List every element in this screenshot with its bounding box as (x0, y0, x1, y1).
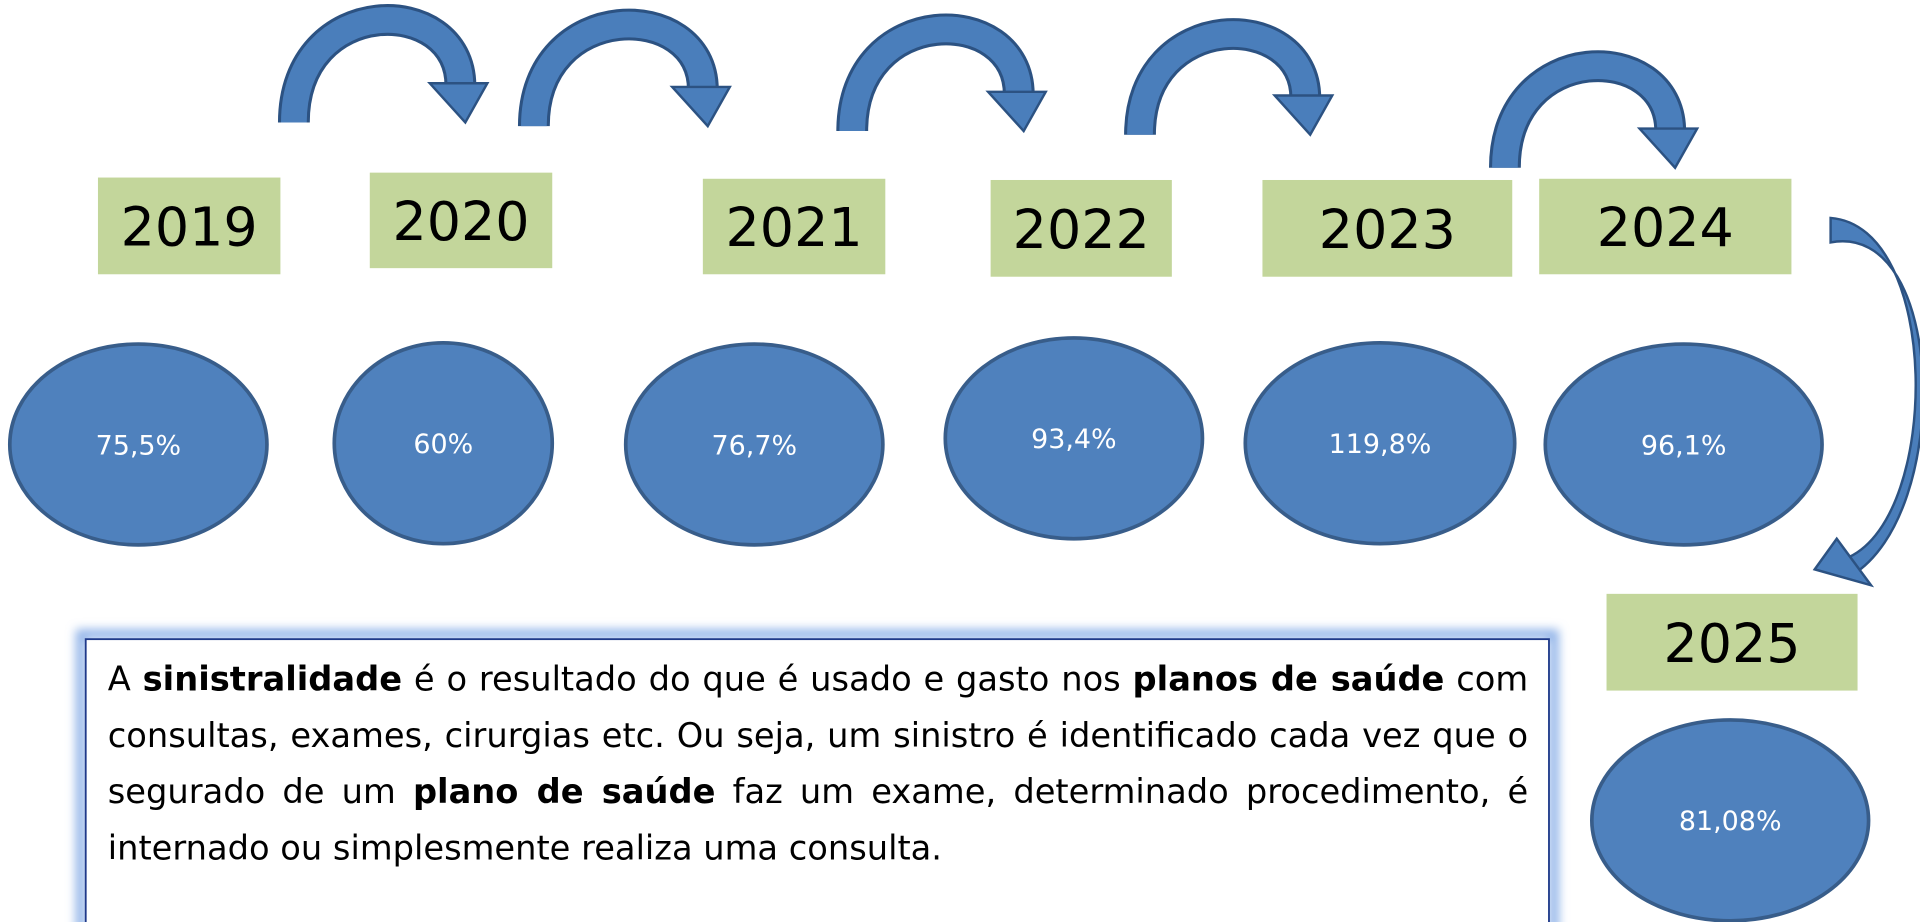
bold-text: sinistralidade (142, 659, 403, 700)
year-box (990, 179, 1172, 277)
arrows (277, 4, 1920, 588)
year-label: 2023 (1319, 198, 1456, 261)
value-ellipse (943, 336, 1205, 541)
arrow-shaft (1127, 21, 1319, 136)
value-ellipse (1543, 342, 1824, 547)
text: faz um exame, determinado procedimento, … (107, 772, 1529, 869)
text: com consultas, exames, cirurgias etc. Ou… (107, 659, 1529, 812)
text-box-glow (75, 629, 1559, 922)
year-box (97, 177, 281, 275)
arrow-head (1271, 94, 1335, 137)
arrow-shaft (521, 11, 716, 127)
value-ellipse (1243, 341, 1517, 546)
bold-text: planos de saúde (1132, 659, 1445, 700)
value-ellipse (332, 341, 555, 546)
value-label: 93,4% (1031, 424, 1117, 455)
arrow-head (427, 82, 490, 125)
text: é o resultado do que é usado e gasto nos (402, 659, 1133, 700)
value-ellipse (623, 342, 885, 547)
value-label: 119,8% (1329, 429, 1432, 460)
value-ellipse (7, 342, 269, 547)
year-label: 2025 (1664, 612, 1801, 675)
year-label: 2019 (121, 196, 258, 259)
year-box (1262, 179, 1513, 277)
year-label: 2022 (1013, 198, 1150, 261)
text-box (84, 638, 1550, 922)
year-box (1539, 178, 1792, 275)
arrow-head (1636, 127, 1700, 170)
year-box (1606, 593, 1858, 691)
bold-text: plano de saúde (412, 772, 716, 812)
paragraph: A sinistralidade é o resultado do que é … (108, 651, 1528, 876)
year-label: 2020 (392, 190, 529, 253)
arrow-head (985, 90, 1048, 134)
arrow-shaft (839, 16, 1032, 132)
value-label: 96,1% (1641, 430, 1727, 461)
arrow-shaft (281, 7, 474, 123)
text: A (107, 659, 143, 700)
arrow-head (1812, 536, 1875, 588)
value-label: 75,5% (96, 430, 182, 461)
arrow-shaft (1829, 216, 1920, 578)
value-label: 60% (413, 429, 473, 460)
year-label: 2021 (726, 196, 863, 259)
nodes: 2019 75,5% 2020 60% 2021 76,7% 2022 93,4% 2023 11… (7, 172, 1871, 922)
value-ellipse (1590, 718, 1871, 922)
value-label: 81,08% (1679, 806, 1782, 837)
arrow-head (669, 85, 732, 129)
value-label: 76,7% (712, 430, 798, 461)
year-box (369, 172, 553, 269)
text-box-content: A sinistralidade é o resultado do que é … (108, 651, 1528, 876)
year-label: 2024 (1597, 196, 1734, 259)
year-box (702, 178, 886, 275)
arrow-shaft (1492, 53, 1684, 169)
